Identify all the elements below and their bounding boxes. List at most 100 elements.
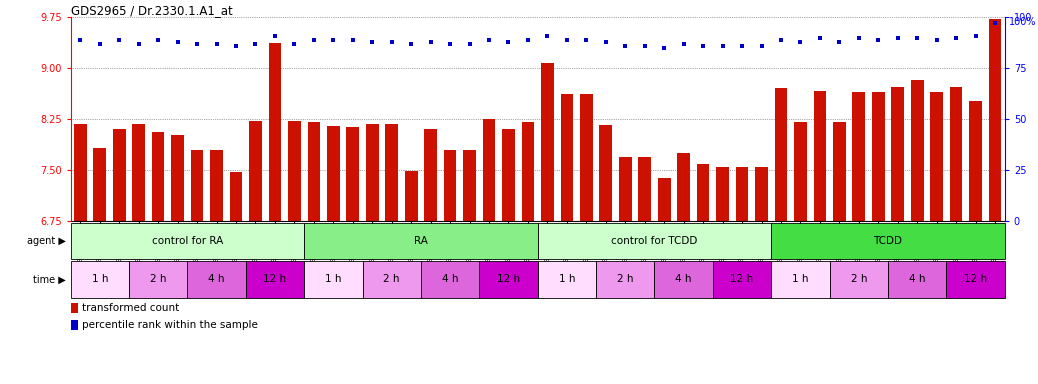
- Text: 1 h: 1 h: [792, 274, 809, 285]
- Text: 1 h: 1 h: [558, 274, 575, 285]
- Bar: [713, 261, 771, 298]
- Text: control for RA: control for RA: [152, 236, 223, 246]
- Bar: [366, 124, 379, 221]
- Bar: [561, 94, 573, 221]
- Point: [967, 33, 984, 39]
- Text: 4 h: 4 h: [909, 274, 926, 285]
- Bar: [596, 261, 655, 298]
- Bar: [249, 121, 262, 221]
- Text: percentile rank within the sample: percentile rank within the sample: [82, 320, 258, 330]
- Text: 12 h: 12 h: [264, 274, 286, 285]
- Bar: [71, 261, 129, 298]
- Text: 12 h: 12 h: [731, 274, 754, 285]
- Text: GDS2965 / Dr.2330.1.A1_at: GDS2965 / Dr.2330.1.A1_at: [71, 4, 233, 17]
- Point: [539, 33, 555, 39]
- Bar: [814, 91, 826, 221]
- Text: 4 h: 4 h: [442, 274, 459, 285]
- Bar: [989, 19, 1002, 221]
- Point: [578, 36, 595, 43]
- Bar: [538, 261, 596, 298]
- Bar: [678, 153, 690, 221]
- Bar: [71, 223, 304, 259]
- Point: [772, 36, 789, 43]
- Point: [948, 35, 964, 41]
- Bar: [638, 157, 651, 221]
- Point: [345, 36, 361, 43]
- Point: [149, 36, 166, 43]
- Point: [598, 39, 614, 45]
- Bar: [834, 122, 846, 221]
- Bar: [852, 92, 865, 221]
- Bar: [930, 92, 943, 221]
- Point: [890, 35, 906, 41]
- Bar: [619, 157, 631, 221]
- Point: [422, 39, 439, 45]
- Point: [403, 41, 419, 47]
- Point: [111, 36, 128, 43]
- Bar: [187, 261, 246, 298]
- Bar: [480, 261, 538, 298]
- Text: 100%: 100%: [1009, 17, 1037, 27]
- Point: [812, 35, 828, 41]
- Point: [442, 41, 459, 47]
- Text: 4 h: 4 h: [209, 274, 225, 285]
- Bar: [580, 94, 593, 221]
- Text: 2 h: 2 h: [149, 274, 166, 285]
- Bar: [269, 43, 281, 221]
- Bar: [969, 101, 982, 221]
- Bar: [74, 124, 86, 221]
- Point: [656, 45, 673, 51]
- Bar: [211, 150, 223, 221]
- Bar: [444, 150, 457, 221]
- Bar: [463, 150, 475, 221]
- Bar: [483, 119, 495, 221]
- Bar: [756, 167, 768, 221]
- Point: [714, 43, 731, 49]
- Bar: [327, 126, 339, 221]
- Bar: [71, 303, 78, 313]
- Bar: [246, 261, 304, 298]
- Bar: [93, 147, 106, 221]
- Point: [987, 20, 1004, 26]
- Point: [870, 36, 886, 43]
- Bar: [889, 261, 947, 298]
- Point: [325, 36, 342, 43]
- Bar: [307, 122, 320, 221]
- Text: control for TCDD: control for TCDD: [611, 236, 698, 246]
- Bar: [71, 320, 78, 329]
- Bar: [600, 125, 612, 221]
- Bar: [347, 127, 359, 221]
- Point: [558, 36, 575, 43]
- Text: agent ▶: agent ▶: [27, 236, 65, 246]
- Bar: [133, 124, 145, 221]
- Point: [792, 39, 809, 45]
- Bar: [385, 124, 398, 221]
- Text: time ▶: time ▶: [32, 274, 65, 285]
- Text: 2 h: 2 h: [850, 274, 867, 285]
- Text: RA: RA: [414, 236, 428, 246]
- Point: [676, 41, 692, 47]
- Bar: [425, 129, 437, 221]
- Bar: [405, 170, 417, 221]
- Bar: [771, 223, 1005, 259]
- Bar: [171, 135, 184, 221]
- Point: [91, 41, 108, 47]
- Point: [209, 41, 225, 47]
- Text: 4 h: 4 h: [676, 274, 692, 285]
- Bar: [362, 261, 421, 298]
- Point: [461, 41, 477, 47]
- Point: [831, 39, 848, 45]
- Point: [694, 43, 711, 49]
- Point: [617, 43, 633, 49]
- Bar: [696, 164, 709, 221]
- Text: 12 h: 12 h: [497, 274, 520, 285]
- Bar: [421, 261, 480, 298]
- Point: [928, 36, 945, 43]
- Point: [305, 36, 322, 43]
- Point: [909, 35, 926, 41]
- Bar: [502, 129, 515, 221]
- Bar: [872, 92, 884, 221]
- Bar: [229, 172, 242, 221]
- Point: [383, 39, 400, 45]
- Bar: [736, 167, 748, 221]
